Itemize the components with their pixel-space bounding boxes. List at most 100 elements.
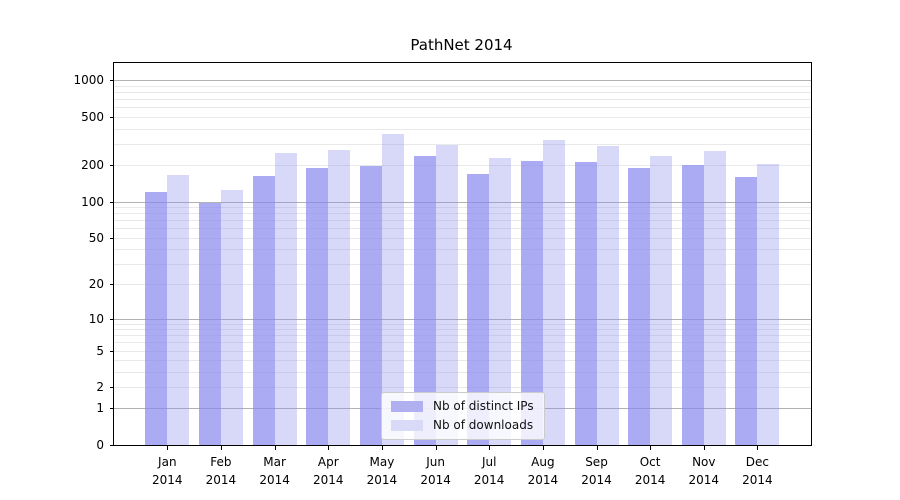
x-tick-label: May 2014 [366,455,398,487]
bar-downloads-jul [489,158,512,445]
minor-gridline [114,99,811,101]
bar-downloads-mar [274,153,297,445]
y-tick-label: 20 [88,277,104,292]
y-tick-mark [110,445,114,446]
y-tick-label: 100 [81,194,104,209]
y-tick-mark [110,80,114,82]
bar-downloads-apr [328,150,351,445]
y-tick-mark [110,318,114,320]
x-tick-label: Sep 2014 [581,455,612,487]
y-tick-mark [110,387,114,388]
x-tick-mark [274,446,276,450]
bar-distinct-ips-dec [735,176,758,445]
legend: Nb of distinct IPs Nb of downloads [381,392,545,440]
minor-gridline [114,128,811,130]
x-tick-mark [167,446,169,450]
minor-gridline [114,387,811,388]
x-tick-label: Jan 2014 [152,455,183,487]
bar-distinct-ips-nov [681,164,704,445]
bar-distinct-ips-mar [252,176,275,445]
major-gridline [114,201,811,203]
y-tick-label: 2 [96,380,104,394]
legend-label-distinct-ips: Nb of distinct IPs [433,399,534,413]
bar-distinct-ips-apr [306,168,329,445]
minor-gridline [114,228,811,230]
minor-gridline [114,335,811,337]
minor-gridline [114,360,811,362]
x-tick-label: Oct 2014 [634,455,666,487]
x-tick-mark [596,446,598,450]
bar-distinct-ips-jun [413,155,436,445]
bar-downloads-nov [703,151,726,445]
minor-gridline [114,107,811,109]
x-tick-label: Jun 2014 [420,455,451,487]
minor-gridline [114,92,811,94]
x-tick-label: Jul 2014 [473,455,505,487]
legend-label-downloads: Nb of downloads [433,418,534,432]
legend-item-distinct-ips: Nb of distinct IPs [391,400,535,413]
y-tick-label: 10 [88,311,104,326]
x-tick-mark [381,446,383,450]
bar-distinct-ips-oct [628,168,651,445]
x-tick-label: Apr 2014 [313,455,344,487]
x-tick-label: Feb 2014 [205,455,237,487]
x-tick-mark [220,446,222,450]
legend-swatch-downloads [391,420,423,431]
y-tick-mark [110,165,114,167]
plot-area: 0 1 2 5 10 20 50 100 200 500 1000 Jan 2014 Feb 2014 Mar… [73,62,812,487]
bar-downloads-aug [542,139,565,445]
bar-downloads-oct [650,155,673,445]
minor-gridline [114,207,811,208]
chart-title: PathNet 2014 [410,36,513,54]
x-tick-mark [703,446,705,450]
minor-gridline [114,86,811,87]
minor-gridline [114,350,811,352]
y-tick-label: 0 [96,438,104,452]
x-tick-mark [489,446,491,450]
minor-gridline [114,263,811,265]
bar-distinct-ips-may [359,166,382,445]
x-tick-mark [435,446,437,450]
minor-gridline [114,237,811,239]
bar-distinct-ips-sep [574,161,597,445]
minor-gridline [114,249,811,250]
x-tick-mark [757,446,759,450]
x-tick-mark [542,446,544,450]
legend-swatch-distinct-ips [391,401,423,412]
y-tick-label: 5 [96,343,104,358]
minor-gridline [114,143,811,145]
x-tick-label: Dec 2014 [742,455,773,487]
y-tick-mark [110,237,114,239]
bar-downloads-may [381,134,404,445]
y-tick-mark [110,201,114,203]
x-tick-label: Nov 2014 [688,455,720,487]
major-gridline [114,80,811,82]
bar-downloads-dec [757,164,780,445]
bar-distinct-ips-jan [145,191,168,445]
bar-distinct-ips-jul [467,173,490,445]
x-tick-mark [650,446,652,450]
y-tick-mark [110,284,114,286]
minor-gridline [114,342,811,344]
minor-gridline [114,213,811,215]
minor-gridline [114,323,811,325]
minor-gridline [114,220,811,222]
y-tick-label: 1000 [73,73,104,88]
bar-distinct-ips-aug [520,161,543,445]
bar-downloads-sep [596,145,619,445]
bar-downloads-feb [220,189,243,445]
bar-distinct-ips-feb [198,203,221,445]
minor-gridline [114,165,811,167]
minor-gridline [114,284,811,286]
y-tick-label: 500 [81,110,104,124]
x-tick-mark [328,446,330,450]
y-tick-label: 1 [96,401,104,416]
minor-gridline [114,329,811,331]
y-tick-mark [110,117,114,118]
legend-item-downloads: Nb of downloads [391,419,535,432]
minor-gridline [114,371,811,373]
x-tick-label: Aug 2014 [527,455,559,487]
major-gridline [114,318,811,320]
y-tick-label: 200 [81,158,104,173]
